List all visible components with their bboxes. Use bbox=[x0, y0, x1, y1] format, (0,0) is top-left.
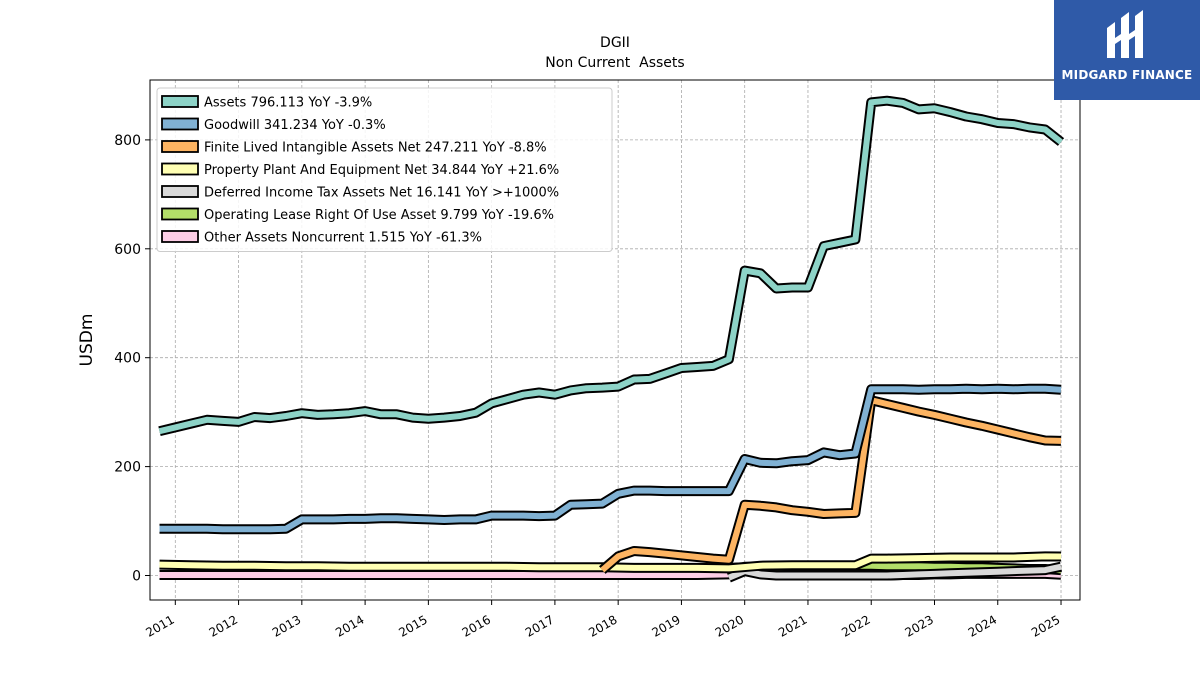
x-tick-label: 2021 bbox=[776, 612, 809, 639]
legend: Assets 796.113 YoY -3.9% Goodwill 341.234… bbox=[156, 87, 613, 252]
chart-subtitle: Non Current Assets bbox=[545, 55, 684, 71]
series-lines bbox=[158, 95, 1065, 583]
x-tick-label: 2020 bbox=[713, 612, 746, 639]
legend-swatch bbox=[161, 230, 199, 243]
y-tick-label: 600 bbox=[114, 242, 141, 258]
x-tick-label: 2024 bbox=[966, 612, 999, 639]
series-stroke bbox=[600, 397, 1062, 573]
legend-label: Assets 796.113 YoY -3.9% bbox=[204, 96, 372, 111]
legend-box bbox=[156, 87, 613, 252]
legend-swatch bbox=[161, 140, 199, 153]
series-stroke bbox=[727, 563, 1062, 581]
legend-label: Operating Lease Right Of Use Asset 9.799… bbox=[204, 208, 554, 223]
series-line-1 bbox=[159, 383, 1062, 535]
y-tick-label: 200 bbox=[114, 460, 141, 476]
legend-swatch bbox=[161, 162, 199, 176]
y-tick-label: 800 bbox=[114, 133, 141, 149]
x-tick-label: 2013 bbox=[270, 612, 303, 639]
y-axis-label: USDm bbox=[77, 314, 97, 367]
x-tick-label: 2025 bbox=[1029, 612, 1062, 639]
legend-swatch bbox=[161, 207, 199, 221]
x-tick-label: 2018 bbox=[586, 612, 619, 639]
series-stroke bbox=[158, 97, 1063, 435]
brand-logo: MIDGARD FINANCE bbox=[1054, 0, 1200, 100]
legend-swatch bbox=[161, 117, 199, 131]
series-line-4 bbox=[726, 561, 1063, 583]
x-tick-label: 2014 bbox=[333, 612, 366, 639]
legend-label: Finite Lived Intangible Assets Net 247.2… bbox=[204, 141, 547, 156]
x-tick-label: 2016 bbox=[460, 612, 493, 639]
legend-label: Property Plant And Equipment Net 34.844 … bbox=[204, 163, 559, 178]
series-line-3 bbox=[159, 551, 1062, 574]
y-tick-label: 400 bbox=[114, 351, 141, 367]
y-tick-label: 0 bbox=[132, 568, 141, 584]
legend-label: Other Assets Noncurrent 1.515 YoY -61.3% bbox=[204, 231, 482, 246]
legend-label: Deferred Income Tax Assets Net 16.141 Yo… bbox=[204, 186, 559, 201]
legend-label: Goodwill 341.234 YoY -0.3% bbox=[204, 118, 386, 133]
legend-swatch bbox=[161, 185, 199, 198]
brand-name: MIDGARD FINANCE bbox=[1061, 68, 1193, 82]
x-tick-label: 2011 bbox=[143, 612, 176, 639]
x-tick-label: 2023 bbox=[903, 612, 936, 639]
midgard-logo-icon bbox=[1107, 10, 1143, 58]
series-stroke bbox=[159, 385, 1062, 533]
x-tick-label: 2019 bbox=[649, 612, 682, 639]
series-stroke bbox=[159, 553, 1062, 572]
x-tick-label: 2017 bbox=[523, 612, 556, 639]
plot-frame bbox=[149, 79, 1081, 601]
x-tick-label: 2012 bbox=[207, 612, 240, 639]
legend-swatch bbox=[161, 95, 199, 108]
chart-title: DGII bbox=[600, 35, 630, 51]
series-line-0 bbox=[158, 95, 1065, 437]
series-line-2 bbox=[599, 395, 1062, 574]
x-tick-label: 2015 bbox=[396, 612, 429, 639]
x-tick-label: 2022 bbox=[839, 612, 872, 639]
